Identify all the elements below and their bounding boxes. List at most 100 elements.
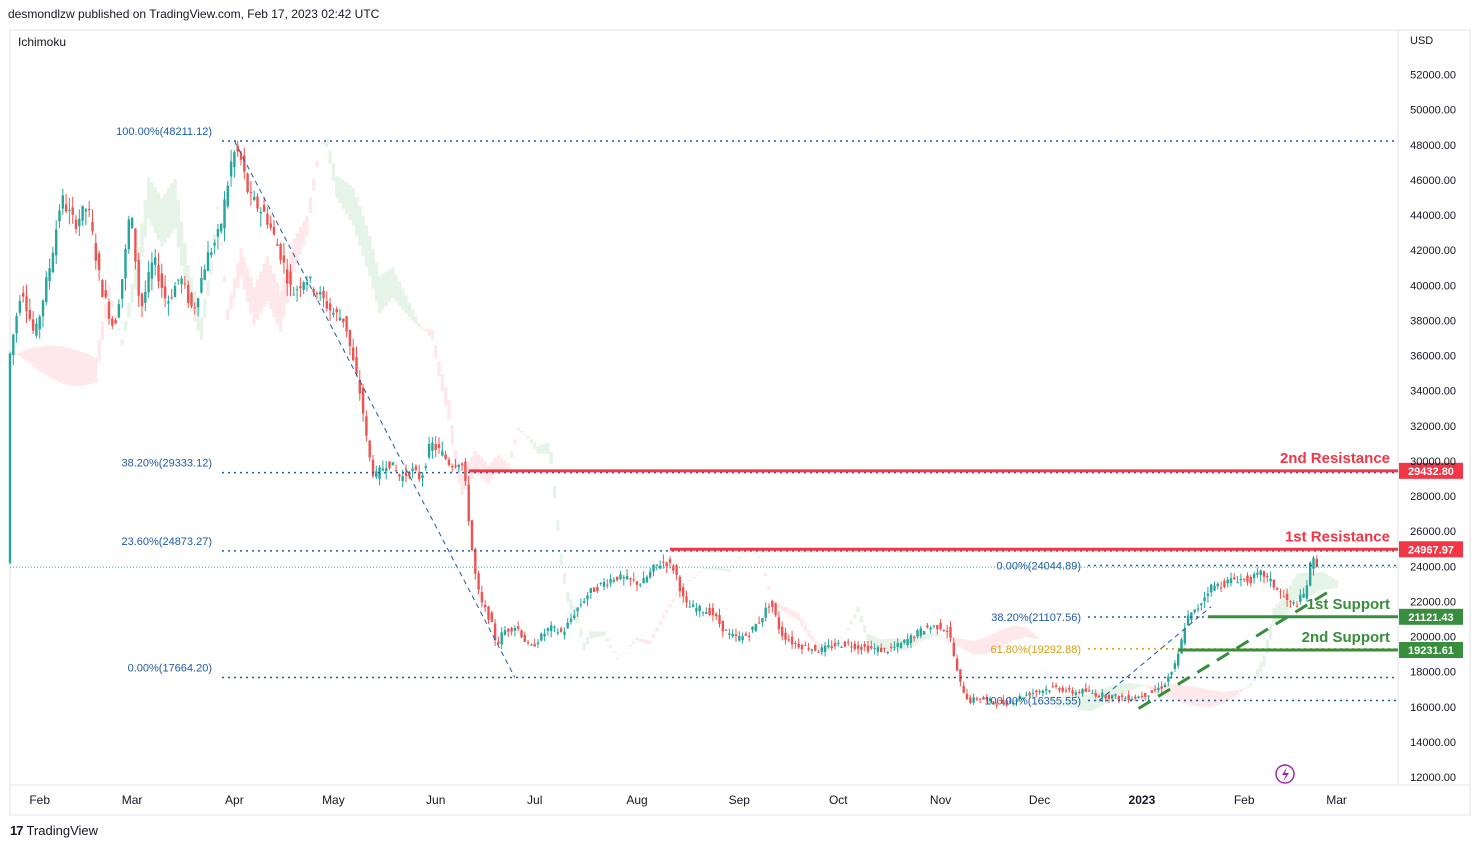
cloud-band	[1057, 699, 1062, 708]
candle-body	[1183, 628, 1186, 644]
candle-body	[1111, 695, 1114, 699]
cloud-band	[156, 192, 161, 240]
cloud-band	[232, 278, 237, 299]
cloud-band	[120, 339, 124, 346]
cloud-band	[510, 451, 514, 459]
cloud-band	[582, 642, 586, 651]
cloud-band	[1170, 683, 1174, 698]
candle-body	[932, 625, 936, 627]
candle-body	[1272, 579, 1276, 588]
candle-body	[774, 603, 777, 616]
cloud-band	[160, 198, 164, 247]
currency-label[interactable]: USD	[1410, 35, 1434, 47]
cloud-band	[859, 615, 864, 623]
cloud-band	[378, 276, 382, 314]
cloud-band	[315, 160, 319, 168]
cloud-band	[219, 242, 223, 245]
candle-body	[381, 468, 385, 471]
cloud-band	[130, 283, 134, 304]
footer-brand[interactable]: 17 TradingView	[10, 823, 98, 838]
x-tick-label: Feb	[29, 793, 50, 807]
cloud-band	[213, 234, 217, 242]
uptrend-line[interactable]	[1137, 589, 1331, 710]
cloud-band	[1097, 690, 1101, 708]
candle-body	[942, 630, 946, 632]
cloud-band	[599, 631, 603, 637]
cloud-band	[1137, 684, 1141, 688]
cloud-band	[100, 321, 105, 341]
candle-body	[236, 145, 239, 152]
candle-body	[190, 292, 193, 307]
y-tick-label: 20000.00	[1410, 632, 1456, 644]
y-tick-label: 42000.00	[1410, 245, 1456, 257]
candle-body	[451, 466, 454, 468]
candle-body	[602, 581, 606, 587]
y-tick-label: 22000.00	[1410, 596, 1456, 608]
cloud-band	[1302, 572, 1306, 598]
x-tick-label: Aug	[626, 793, 647, 807]
cloud-band	[1001, 629, 1005, 647]
candle-body	[388, 461, 391, 469]
candle-body	[427, 443, 431, 458]
candle-body	[559, 628, 563, 632]
candle-body	[807, 648, 810, 650]
candle-body	[949, 626, 952, 638]
cloud-band	[447, 400, 451, 420]
cloud-band	[1278, 600, 1283, 622]
cloud-band	[473, 450, 477, 474]
candle-body	[457, 465, 460, 468]
candle-body	[487, 606, 490, 620]
cloud-band	[153, 187, 157, 233]
candle-body	[619, 574, 622, 580]
cloud-band	[229, 293, 233, 310]
cloud-band	[1335, 580, 1339, 589]
lightning-icon[interactable]	[1275, 764, 1295, 784]
cloud-band	[51, 345, 55, 380]
cloud-band	[143, 200, 147, 238]
candle-body	[441, 451, 444, 456]
cloud-band	[978, 638, 982, 655]
x-tick-label: Nov	[930, 793, 951, 807]
cloud-band	[364, 225, 369, 267]
cloud-band	[671, 598, 675, 602]
candle-body	[1190, 612, 1193, 620]
candle-body	[414, 466, 418, 471]
cloud-band	[216, 206, 220, 210]
candle-body	[1038, 691, 1041, 693]
candle-body	[1147, 695, 1150, 697]
candle-body	[127, 219, 130, 250]
candle-body	[338, 317, 342, 321]
y-tick-label: 24000.00	[1410, 561, 1456, 573]
candle-body	[177, 279, 180, 281]
candle-body	[15, 316, 18, 334]
candle-body	[926, 625, 929, 628]
cloud-band	[1265, 639, 1269, 654]
level-name-label: 1st Resistance	[1285, 528, 1390, 545]
fib-right-label: 100.00%(16355.55)	[984, 696, 1081, 708]
cloud-band	[222, 275, 227, 283]
cloud-band	[1084, 694, 1088, 711]
cloud-band	[816, 642, 821, 649]
cloud-band	[427, 329, 431, 336]
cloud-band	[1067, 694, 1071, 708]
cloud-band	[651, 634, 656, 639]
candle-body	[206, 252, 210, 271]
cloud-band	[803, 624, 807, 632]
candle-body	[810, 649, 814, 651]
candle-body	[418, 472, 421, 480]
candle-body	[860, 646, 863, 650]
indicator-label[interactable]: Ichimoku	[18, 35, 67, 49]
candle-body	[243, 155, 246, 172]
candle-body	[1071, 690, 1074, 694]
candle-body	[800, 644, 804, 650]
cloud-band	[625, 648, 629, 650]
candle-body	[121, 279, 124, 299]
candle-body	[566, 622, 569, 629]
candle-body	[503, 630, 507, 635]
cloud-band	[701, 568, 705, 570]
candle-body	[1021, 697, 1025, 699]
candle-body	[1051, 686, 1054, 688]
cloud-band	[556, 519, 560, 532]
candle-body	[447, 459, 451, 465]
